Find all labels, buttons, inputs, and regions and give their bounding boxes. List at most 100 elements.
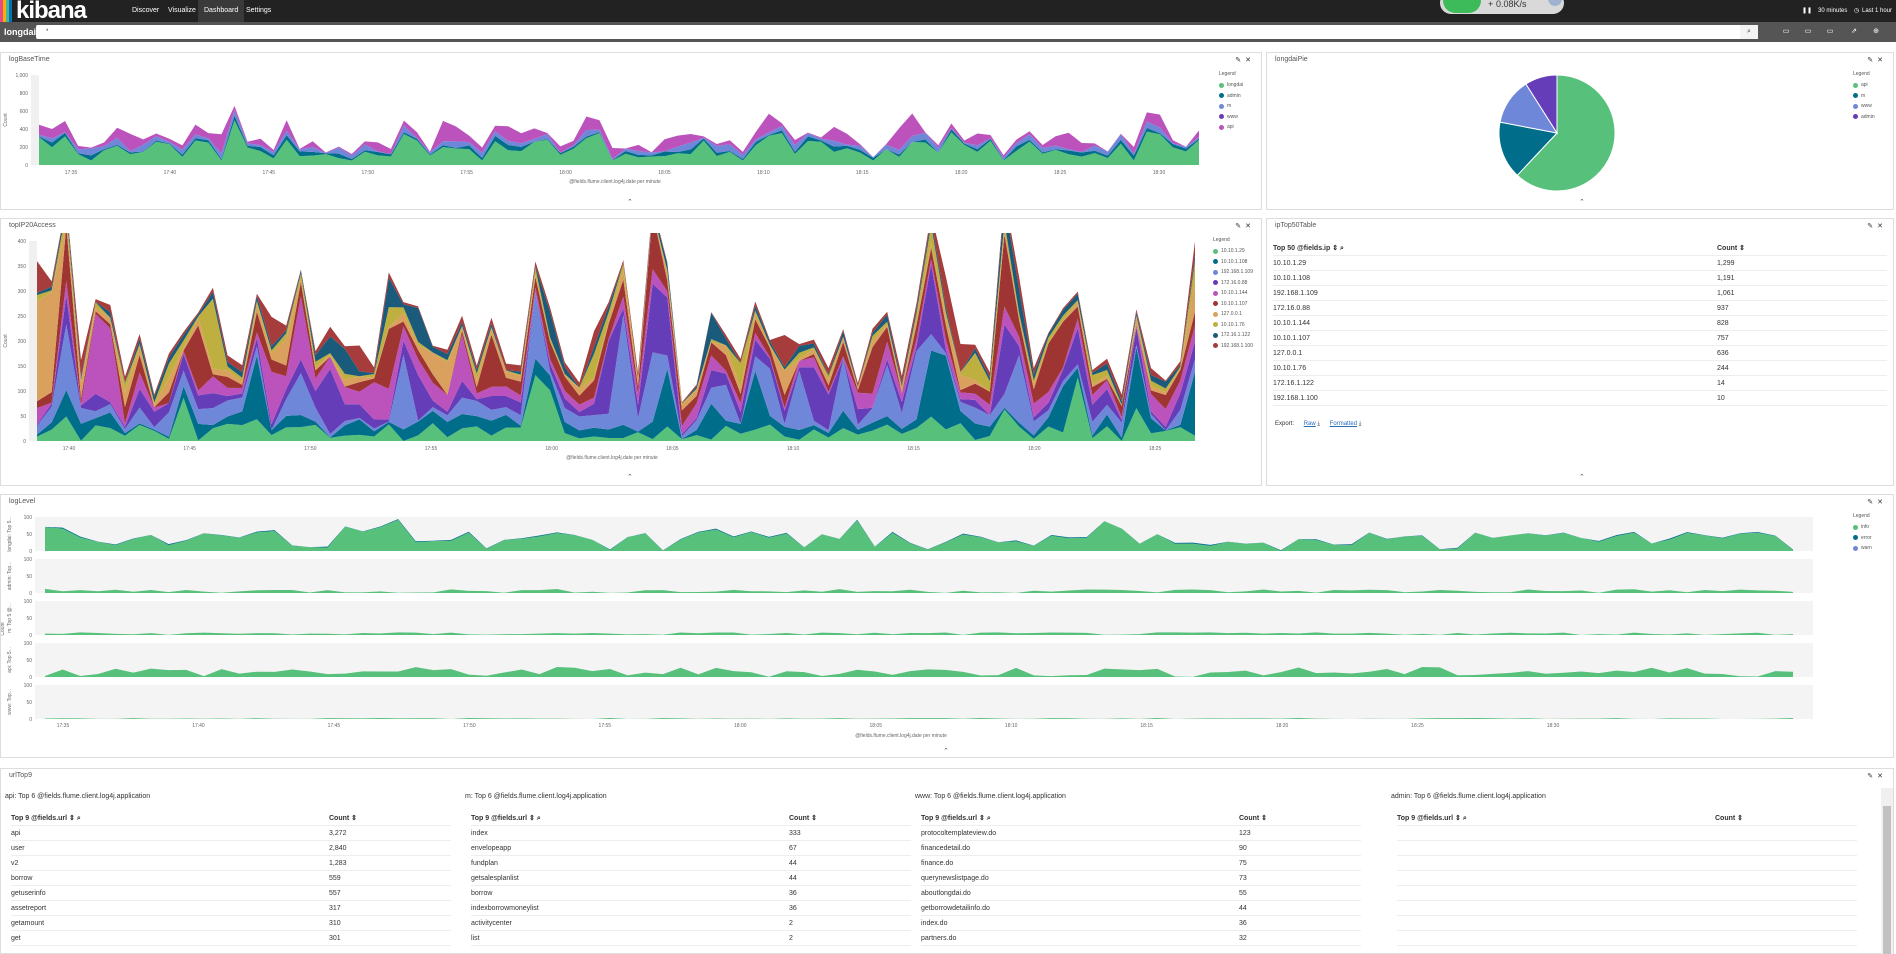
area-series[interactable] [39,115,1199,161]
new-dashboard-icon[interactable]: ▭ [1782,28,1790,35]
time-range[interactable]: Last 1 hour [1862,8,1893,14]
area-series[interactable] [45,588,1793,593]
legend-item[interactable]: api [1219,122,1243,133]
area-series[interactable] [37,233,1195,404]
chevron-up-icon[interactable]: ⌃ [627,199,633,206]
edit-icon[interactable]: ✎ [1867,499,1878,506]
nav-dashboard[interactable]: Dashboard [198,0,245,22]
edit-icon[interactable]: ✎ [1867,57,1878,64]
panel-controls[interactable]: ✎✕ [1235,222,1255,230]
pie-slice[interactable] [1498,121,1558,176]
search-input[interactable]: * [36,25,1758,39]
nav-settings[interactable]: Settings [246,7,272,14]
panel-controls[interactable]: ✎✕ [1867,222,1887,230]
pause-icon[interactable]: ❚❚ [1802,8,1813,14]
area-series[interactable] [45,632,1793,635]
x-tick: 17:50 [463,723,476,729]
column-header-url[interactable]: Top 9 @fields.url ⇕ ⌕ [11,814,81,822]
nav-discover[interactable]: Discover [132,7,160,14]
area-series[interactable] [39,120,1199,165]
area-series[interactable] [37,264,1195,437]
share-icon[interactable]: ⇗ [1851,28,1857,35]
pie-chart[interactable] [1497,73,1627,203]
chevron-up-icon[interactable]: ⌃ [1579,199,1585,206]
column-header-count[interactable]: Count ⇕ [789,815,818,822]
legend-item[interactable]: www [1219,112,1243,123]
clock-icon[interactable]: ◷ [1854,8,1860,14]
search-icon[interactable]: ⌕ [1740,25,1758,39]
area-series[interactable] [39,105,1199,159]
nav-visualize[interactable]: Visualize [168,7,196,14]
column-header-count[interactable]: Count ⇕ [1715,815,1744,822]
panel-controls[interactable]: ✎✕ [1867,772,1887,780]
scrollbar[interactable] [1881,788,1893,954]
legend-item[interactable]: 10.10.1.144 [1213,288,1253,299]
area-series[interactable] [37,233,1195,427]
area-series[interactable] [37,375,1195,441]
legend-item[interactable]: info [1853,522,1872,533]
legend-item[interactable]: m [1219,101,1243,112]
area-series[interactable] [45,666,1793,677]
edit-icon[interactable]: ✎ [1235,57,1246,64]
legend-item[interactable]: 127.0.0.1 [1213,309,1253,320]
stacked-area-chart[interactable]: 400 350 300 250 200 150 100 50 0 17:40 17:45 17:50 1… [1,233,1211,471]
legend-item[interactable]: 10.10.1.107 [1213,299,1253,310]
column-header-url[interactable]: Top 9 @fields.url ⇕ ⌕ [921,814,991,822]
close-icon[interactable]: ✕ [1877,57,1887,64]
edit-icon[interactable]: ✎ [1867,773,1878,780]
column-header-count[interactable]: Count ⇕ [1239,815,1268,822]
panel-controls[interactable]: ✎✕ [1867,498,1887,506]
legend-item[interactable]: 10.10.1.29 [1213,246,1253,257]
legend-item[interactable]: admin [1219,91,1243,102]
close-icon[interactable]: ✕ [1877,499,1887,506]
legend-item[interactable]: longdai [1219,80,1243,91]
chevron-up-icon[interactable]: ⌃ [943,748,949,755]
save-icon[interactable]: ▭ [1804,28,1812,35]
panel-controls[interactable]: ✎✕ [1235,56,1255,64]
legend-item[interactable]: 172.16.1.122 [1213,330,1253,341]
export-formatted-link[interactable]: Formatted [1329,421,1358,427]
legend-item[interactable]: error [1853,533,1872,544]
column-header-url[interactable]: Top 9 @fields.url ⇕ ⌕ [471,814,541,822]
close-icon[interactable]: ✕ [1245,223,1255,230]
open-icon[interactable]: ▭ [1826,28,1834,35]
legend-item[interactable]: www [1853,101,1875,112]
area-series[interactable] [45,717,1793,719]
legend[interactable]: Legend longdai admin m www api [1219,71,1243,133]
export-raw-link[interactable]: Raw [1303,421,1316,427]
kibana-logo[interactable]: kibana [0,0,87,23]
edit-icon[interactable]: ✎ [1867,223,1878,230]
chevron-up-icon[interactable]: ⌃ [1579,474,1585,481]
legend-item[interactable]: 10.10.1.76 [1213,320,1253,331]
area-series[interactable] [45,519,1793,551]
column-header-ip[interactable]: Top 50 @fields.ip ⇕ ⌕ [1273,244,1344,252]
small-multiples-area-chart[interactable]: 100 50 0 longdai: Top 5... 100 50 0 admin: Top.… [1,509,1851,745]
pie-slice[interactable] [1525,74,1558,135]
column-header-url[interactable]: Top 9 @fields.url ⇕ ⌕ [1397,814,1467,822]
panel-controls[interactable]: ✎✕ [1867,56,1887,64]
column-header-count[interactable]: Count ⇕ [329,815,358,822]
pie-slice[interactable] [1516,74,1616,192]
legend-item[interactable]: m [1853,91,1875,102]
stacked-area-chart[interactable]: 1,000 800 600 400 200 0 17:35 17:40 17:45 17:50 17… [1,67,1221,197]
legend-item[interactable]: 10.10.1.108 [1213,257,1253,268]
close-icon[interactable]: ✕ [1245,57,1255,64]
legend-item[interactable]: api [1853,80,1875,91]
legend[interactable]: Legend 10.10.1.29 10.10.1.108 192.168.1.10… [1213,237,1253,351]
legend-item[interactable]: admin [1853,112,1875,123]
legend-item[interactable]: warn [1853,543,1872,554]
edit-icon[interactable]: ✎ [1235,223,1246,230]
close-icon[interactable]: ✕ [1877,773,1887,780]
close-icon[interactable]: ✕ [1877,223,1887,230]
panel-title: topIP20Access [9,222,56,229]
legend[interactable]: Legend info error warn [1853,513,1872,554]
add-visualization-icon[interactable]: ⊕ [1873,28,1879,35]
chevron-up-icon[interactable]: ⌃ [627,474,633,481]
column-header-count[interactable]: Count ⇕ [1717,245,1746,252]
legend-item[interactable]: 172.16.0.88 [1213,278,1253,289]
legend-item[interactable]: 192.168.1.109 [1213,267,1253,278]
legend[interactable]: Legend api m www admin [1853,71,1875,122]
legend-item[interactable]: 192.168.1.100 [1213,341,1253,352]
refresh-interval[interactable]: 30 minutes [1818,8,1848,14]
area-series[interactable] [37,292,1195,439]
